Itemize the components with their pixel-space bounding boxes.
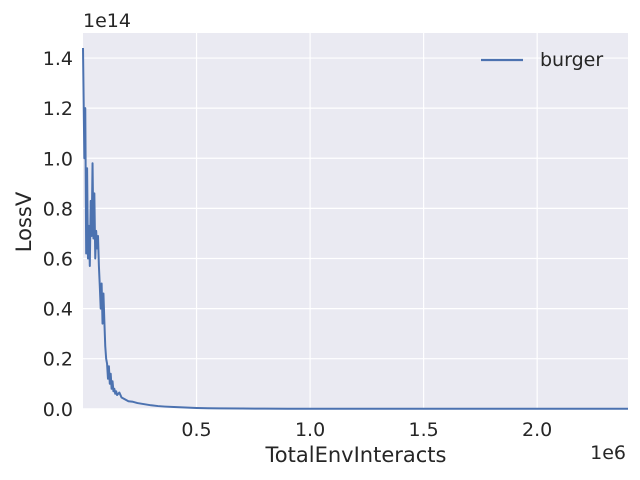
y-tick-label: 0.6 <box>43 248 73 270</box>
y-tick-label: 0.8 <box>43 198 73 220</box>
x-tick-labels: 0.5 1.0 1.5 2.0 <box>181 419 552 441</box>
x-tick-label: 1.0 <box>295 419 325 441</box>
y-tick-label: 0.4 <box>43 299 73 321</box>
y-tick-labels: 0.0 0.2 0.4 0.6 0.8 1.0 1.2 1.4 <box>43 48 73 421</box>
legend: burger <box>481 49 603 71</box>
series-line-burger <box>82 48 628 410</box>
x-tick-label: 2.0 <box>522 419 552 441</box>
x-tick-label: 1.5 <box>409 419 439 441</box>
series-layer <box>82 48 628 410</box>
x-tick-label: 0.5 <box>181 419 211 441</box>
y-tick-label: 0.2 <box>43 349 73 371</box>
y-tick-label: 0.0 <box>43 399 73 421</box>
y-offset-label: 1e14 <box>83 10 131 32</box>
x-offset-label: 1e6 <box>590 442 626 464</box>
y-tick-label: 1.0 <box>43 148 73 170</box>
y-tick-label: 1.4 <box>43 48 73 70</box>
legend-label: burger <box>540 49 603 71</box>
y-tick-label: 1.2 <box>43 98 73 120</box>
x-axis-label: TotalEnvInteracts <box>265 443 447 467</box>
plot-background <box>83 33 628 409</box>
y-axis-label: LossV <box>12 191 36 252</box>
